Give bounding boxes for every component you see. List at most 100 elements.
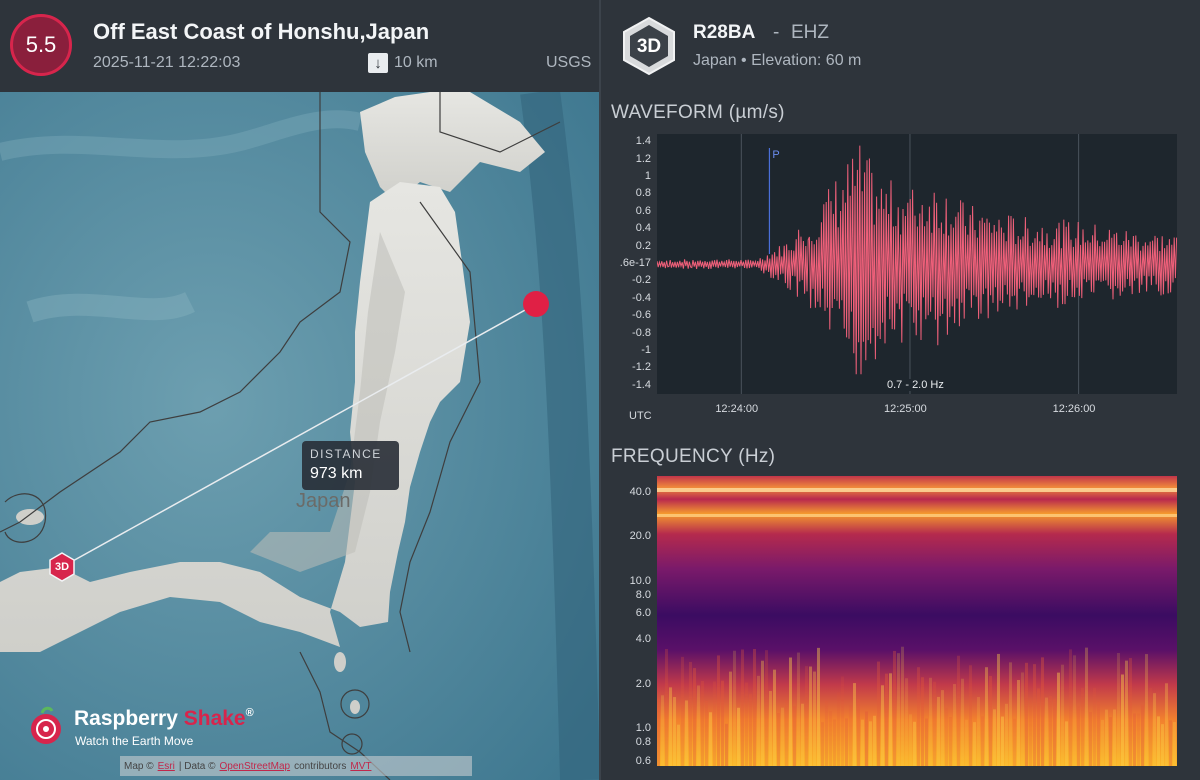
spectrogram-streak <box>801 703 804 766</box>
spectrogram-streak <box>973 722 976 766</box>
spectrogram-streak <box>1165 683 1168 766</box>
magnitude-badge: 5.5 <box>10 14 72 76</box>
hexagon-badge-icon <box>623 16 675 76</box>
seafloor-ridge <box>26 291 195 323</box>
waveform-title: WAVEFORM (µm/s) <box>611 102 785 123</box>
brand-logo[interactable]: Raspberry Shake® Watch the Earth Move <box>24 705 284 751</box>
spectrogram-streak <box>961 678 964 766</box>
spectrogram-streak <box>713 681 716 766</box>
spectrogram-streak <box>797 652 800 766</box>
spectrogram-streak <box>1125 660 1128 766</box>
map-attribution: Map © Esri | Data © OpenStreetMap contri… <box>120 756 472 776</box>
attribution-link-osm[interactable]: OpenStreetMap <box>219 760 291 772</box>
spectrogram-streak <box>1117 652 1120 766</box>
spectrogram-streak <box>905 678 908 766</box>
spectrogram-band <box>657 488 1177 492</box>
frequency-y-tick: 8.0 <box>635 588 651 601</box>
spectrogram-streak <box>889 673 892 766</box>
spectrogram-streak <box>669 687 672 766</box>
spectrogram-streak <box>953 684 956 766</box>
spectrogram-streak <box>1129 658 1132 766</box>
waveform-plot: P <box>656 134 1178 394</box>
spectrogram-streak <box>1093 687 1096 766</box>
spectrogram-streak <box>817 647 820 766</box>
waveform-y-tick: -1.2 <box>632 361 651 374</box>
spectrogram-streak <box>725 723 728 766</box>
land-island <box>16 509 44 525</box>
arrow-down-icon: ↓ <box>368 53 388 73</box>
spectrogram-streak <box>997 653 1000 766</box>
spectrogram-streaks <box>657 646 1176 766</box>
spectrogram-streak <box>813 671 816 766</box>
waveform-chart[interactable]: P 0.7 - 2.0 Hz <box>656 134 1178 394</box>
spectrogram-streak <box>841 676 844 766</box>
spectrogram-streak <box>705 700 708 766</box>
event-header: 5.5 Off East Coast of Honshu,Japan 2025-… <box>0 0 600 92</box>
spectrogram-streak <box>1161 724 1164 766</box>
spectrogram-streak <box>1141 704 1144 766</box>
ocean-trench <box>520 92 600 780</box>
spectrogram-streak <box>733 650 736 766</box>
waveform-y-tick: 0.8 <box>635 187 651 200</box>
spectrogram-streak <box>861 719 864 766</box>
spectrogram-streak <box>765 650 768 766</box>
boundary-line <box>0 92 351 533</box>
spectrogram-streak <box>1017 679 1020 766</box>
spectrogram-streak <box>757 675 760 766</box>
attribution-link-mvt[interactable]: MVT <box>350 760 372 772</box>
spectrogram-streak <box>745 682 748 766</box>
spectrogram-streak <box>849 705 852 766</box>
spectrogram-streak <box>1005 703 1008 766</box>
brand-tagline: Watch the Earth Move <box>75 734 194 748</box>
spectrogram-streak <box>1041 657 1044 766</box>
spectrogram-streak <box>753 648 756 766</box>
distance-line <box>61 303 537 568</box>
brand-name-part1: Raspberry <box>74 707 178 730</box>
event-datetime: 2025-11-21 12:22:03 <box>93 54 241 71</box>
spectrogram-streak <box>925 718 928 766</box>
frequency-y-tick: 1.0 <box>635 721 651 734</box>
spectrogram-streak <box>913 721 916 766</box>
spectrogram-streak <box>969 665 972 766</box>
frequency-y-tick: 40.0 <box>629 485 651 498</box>
spectrogram-streak <box>965 719 968 766</box>
panel-divider <box>599 0 601 780</box>
spectrogram-streak <box>917 667 920 766</box>
event-panel: 5.5 Off East Coast of Honshu,Japan 2025-… <box>0 0 600 780</box>
spectrogram-streak <box>1097 701 1100 766</box>
spectrogram-streak <box>657 699 660 766</box>
station-badge-label: 3D <box>636 36 662 57</box>
spectrogram-streak <box>1149 687 1152 766</box>
land-hokkaido <box>360 92 545 202</box>
land-island <box>334 652 346 672</box>
frequency-y-tick: 0.6 <box>635 754 651 767</box>
spectrogram-streak <box>1077 705 1080 766</box>
spectrogram-streak <box>1049 695 1052 766</box>
station-code: R28BA <box>693 22 756 43</box>
boundary-line <box>4 493 47 543</box>
attribution-link-esri[interactable]: Esri <box>157 760 175 772</box>
map-canvas[interactable] <box>0 92 600 780</box>
spectrogram-streak <box>1001 716 1004 766</box>
frequency-y-tick: 10.0 <box>629 574 651 587</box>
spectrogram-streak <box>1053 698 1056 766</box>
spectrogram-streak <box>901 646 904 766</box>
spectrogram-streak <box>697 685 700 766</box>
spectrogram-streak <box>981 716 984 766</box>
spectrogram-streak <box>881 685 884 766</box>
station-badge: 3D <box>621 16 677 81</box>
brand-name: Raspberry Shake® <box>74 707 254 731</box>
spectrogram-streak <box>773 669 776 766</box>
event-source: USGS <box>546 54 592 71</box>
station-marker-map[interactable] <box>49 552 75 582</box>
spectrogram-chart[interactable] <box>657 476 1177 766</box>
spectrogram-streak <box>857 699 860 766</box>
spectrogram-streak <box>885 673 888 766</box>
spectrogram-streak <box>1173 722 1176 766</box>
spectrogram-streak <box>873 715 876 766</box>
map-view[interactable]: 3D DISTANCE 973 km Japan Raspberry Shake… <box>0 92 600 780</box>
spectrogram-streak <box>709 712 712 766</box>
epicenter-marker[interactable] <box>523 291 549 317</box>
spectrogram-streak <box>877 661 880 766</box>
waveform-y-tick: -0.4 <box>632 291 651 304</box>
